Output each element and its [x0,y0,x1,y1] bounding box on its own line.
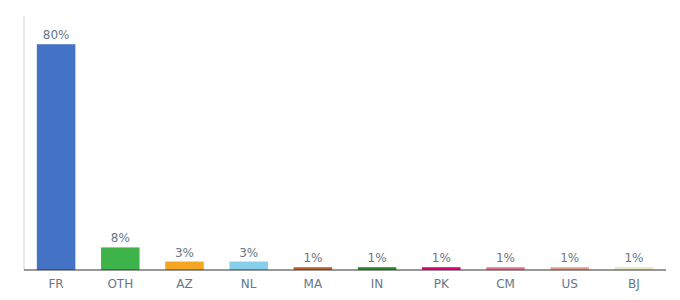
chart: 80% 8% 3% 3% 1% 1% 1% 1% 1% 1% FR OTH AZ NL MA IN PK CM US… [0,0,680,300]
bar [37,44,76,270]
chart-container: 80% 8% 3% 3% 1% 1% 1% 1% 1% 1% FR OTH AZ NL MA IN PK CM US… [0,0,680,300]
data-labels: 80% 8% 3% 3% 1% 1% 1% 1% 1% 1% [43,28,644,265]
x-tick-label: OTH [107,277,133,291]
y-axis-line [24,16,25,270]
data-label: 1% [560,251,579,265]
data-label: 3% [239,246,258,260]
bar [229,262,268,270]
data-label: 1% [303,251,322,265]
bars [37,44,653,270]
x-tick-label: PK [434,277,450,291]
bar [101,247,140,270]
x-tick-label: FR [48,277,63,291]
data-label: 80% [43,28,70,42]
data-label: 1% [496,251,515,265]
x-tick-label: MA [304,277,323,291]
data-label: 1% [368,251,387,265]
data-label: 1% [624,251,643,265]
x-tick-label: US [561,277,577,291]
data-label: 8% [111,231,130,245]
x-tick-label: IN [371,277,384,291]
bar [165,262,204,270]
data-label: 3% [175,246,194,260]
x-tick-label: NL [241,277,257,291]
x-axis-line [24,270,666,271]
x-tick-label: AZ [176,277,192,291]
x-tick-label: BJ [628,277,640,291]
x-tick-label: CM [496,277,515,291]
data-label: 1% [432,251,451,265]
x-tick-labels: FR OTH AZ NL MA IN PK CM US BJ [48,277,639,291]
